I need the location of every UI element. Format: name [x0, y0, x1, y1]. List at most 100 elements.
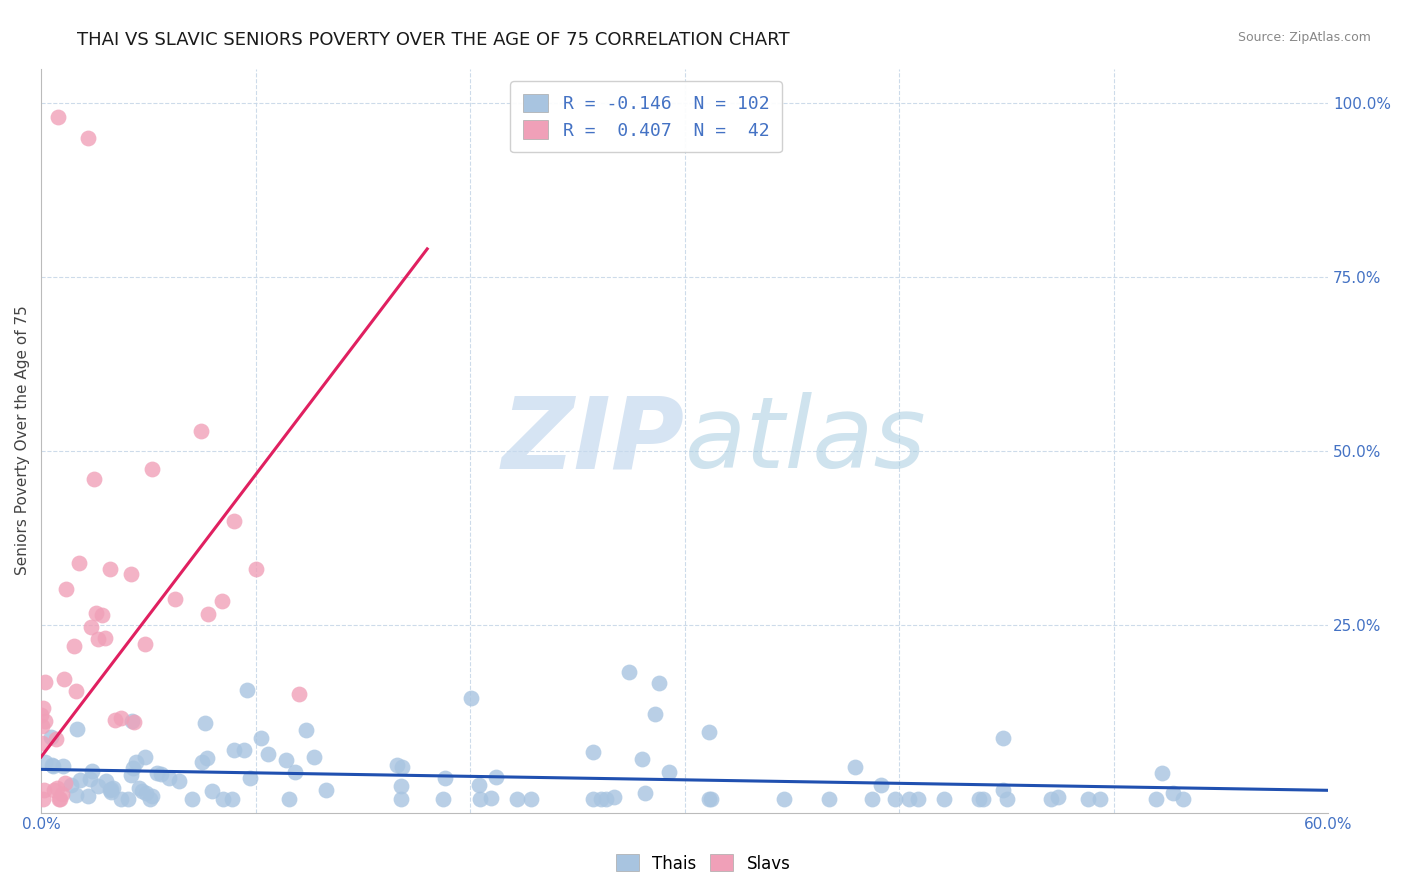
Point [82, 764, 104, 779]
Point [211, 593, 233, 607]
Point [869, 778, 891, 792]
Point [45, 732, 67, 747]
Point [932, 791, 955, 805]
Point [315, 783, 337, 797]
Point [120, 566, 142, 581]
Point [91, 607, 114, 622]
Point [697, 791, 720, 805]
Point [991, 731, 1014, 745]
Point [485, 770, 508, 784]
Point [468, 779, 491, 793]
Point [110, 791, 132, 805]
Point [773, 791, 796, 805]
Point [100, 785, 122, 799]
Text: ZIP: ZIP [502, 392, 685, 489]
Text: THAI VS SLAVIC SENIORS POVERTY OVER THE AGE OF 75 CORRELATION CHART: THAI VS SLAVIC SENIORS POVERTY OVER THE … [77, 31, 790, 49]
Point [197, 607, 219, 621]
Point [844, 760, 866, 774]
Point [30, 708, 52, 723]
Point [190, 424, 212, 438]
Point [201, 784, 224, 798]
Point [520, 791, 543, 805]
Point [1039, 791, 1062, 805]
Point [41, 731, 63, 745]
Point [98, 562, 121, 576]
Point [222, 514, 245, 528]
Point [1150, 765, 1173, 780]
Point [122, 761, 145, 775]
Point [697, 725, 720, 739]
Point [278, 791, 301, 805]
Point [55, 582, 77, 596]
Y-axis label: Seniors Poverty Over the Age of 75: Seniors Poverty Over the Age of 75 [15, 306, 30, 575]
Point [817, 791, 839, 805]
Point [110, 710, 132, 724]
Point [104, 713, 127, 727]
Point [31, 701, 53, 715]
Point [53, 776, 76, 790]
Point [121, 714, 143, 729]
Point [83, 472, 105, 486]
Point [139, 791, 162, 805]
Point [67, 556, 90, 570]
Point [898, 791, 921, 805]
Text: atlas: atlas [685, 392, 927, 489]
Point [84, 606, 107, 620]
Point [595, 791, 617, 805]
Point [146, 765, 169, 780]
Point [506, 791, 529, 805]
Point [34, 755, 56, 769]
Point [94, 631, 117, 645]
Point [1144, 791, 1167, 805]
Point [65, 788, 87, 802]
Point [134, 637, 156, 651]
Legend: Thais, Slavs: Thais, Slavs [609, 847, 797, 880]
Point [66, 723, 89, 737]
Point [634, 786, 657, 800]
Point [49, 791, 72, 805]
Point [51, 787, 73, 801]
Point [1173, 791, 1195, 805]
Point [274, 753, 297, 767]
Point [141, 462, 163, 476]
Point [1047, 790, 1070, 805]
Point [34, 782, 56, 797]
Point [59, 778, 82, 792]
Point [907, 791, 929, 805]
Point [236, 683, 259, 698]
Point [53, 672, 76, 686]
Point [389, 779, 412, 793]
Point [603, 789, 626, 804]
Point [582, 745, 605, 759]
Point [195, 751, 218, 765]
Point [149, 767, 172, 781]
Point [101, 781, 124, 796]
Legend: R = -0.146  N = 102, R =  0.407  N =  42: R = -0.146 N = 102, R = 0.407 N = 42 [510, 81, 782, 153]
Point [194, 715, 217, 730]
Point [87, 632, 110, 647]
Point [617, 665, 640, 679]
Point [631, 752, 654, 766]
Point [96, 773, 118, 788]
Point [34, 675, 56, 690]
Point [287, 687, 309, 701]
Point [432, 791, 454, 805]
Point [135, 786, 157, 800]
Point [100, 781, 122, 796]
Point [117, 791, 139, 805]
Point [658, 765, 681, 780]
Point [125, 755, 148, 769]
Point [1077, 791, 1099, 805]
Point [124, 714, 146, 729]
Point [44, 782, 66, 797]
Point [181, 791, 204, 805]
Point [389, 791, 412, 805]
Point [995, 791, 1018, 805]
Point [80, 620, 103, 634]
Point [1088, 791, 1111, 805]
Point [245, 562, 267, 576]
Point [131, 784, 153, 798]
Point [385, 757, 408, 772]
Point [582, 791, 605, 805]
Point [700, 791, 723, 805]
